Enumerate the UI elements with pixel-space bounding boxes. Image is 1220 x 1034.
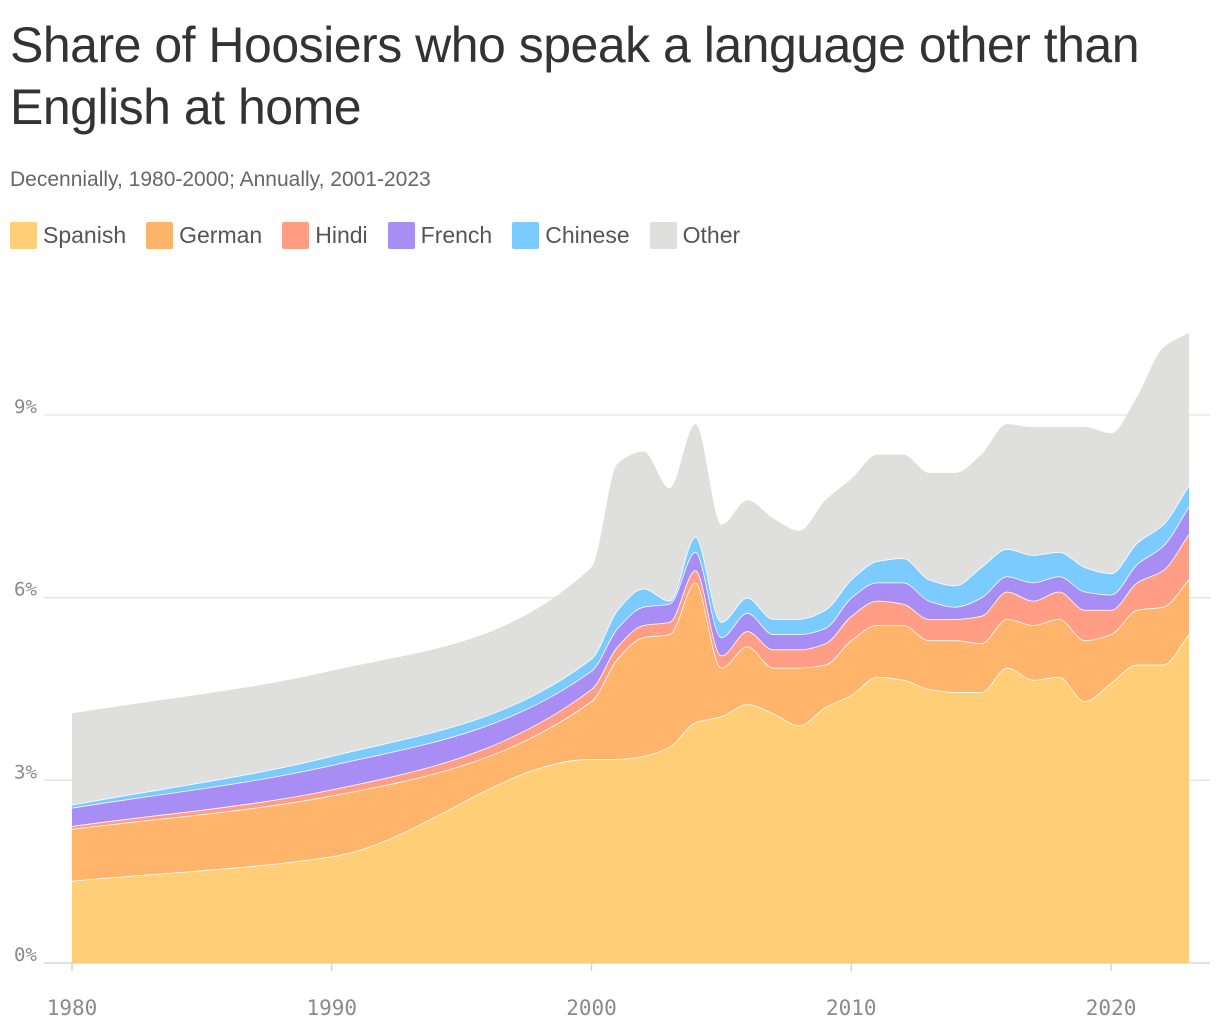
legend-item-german: German bbox=[146, 222, 262, 249]
legend-label: Hindi bbox=[315, 222, 368, 248]
y-tick-label: 0% bbox=[14, 944, 37, 966]
chart-legend: Spanish German Hindi French Chinese Other bbox=[10, 222, 760, 249]
legend-label: French bbox=[420, 222, 493, 248]
legend-item-other: Other bbox=[649, 222, 741, 249]
x-tick-label: 2000 bbox=[566, 996, 617, 1020]
legend-item-spanish: Spanish bbox=[10, 222, 126, 249]
area-chinese bbox=[72, 485, 1189, 808]
x-tick-label: 2010 bbox=[826, 996, 877, 1020]
legend-label: Other bbox=[682, 222, 741, 248]
legend-swatch bbox=[649, 222, 677, 249]
legend-swatch bbox=[387, 222, 415, 249]
chart-subtitle: Decennially, 1980-2000; Annually, 2001-2… bbox=[10, 168, 431, 191]
axis-layer: 1980 1990 2000 2010 2020 bbox=[47, 963, 1137, 1020]
legend-label: German bbox=[179, 222, 263, 248]
legend-swatch bbox=[146, 222, 174, 249]
legend-item-french: French bbox=[387, 222, 493, 249]
legend-swatch bbox=[10, 222, 37, 249]
area-layer bbox=[71, 332, 1190, 963]
chart-title: Share of Hoosiers who speak a language o… bbox=[10, 17, 1140, 135]
legend-item-chinese: Chinese bbox=[512, 222, 630, 249]
x-tick-label: 1990 bbox=[306, 996, 357, 1020]
area-french bbox=[72, 506, 1189, 826]
legend-label: Chinese bbox=[545, 222, 630, 248]
legend-swatch bbox=[512, 222, 540, 249]
legend-item-hindi: Hindi bbox=[282, 222, 368, 249]
legend-swatch bbox=[282, 222, 310, 249]
y-tick-label: 6% bbox=[14, 579, 37, 601]
x-tick-label: 2020 bbox=[1086, 996, 1137, 1020]
area-spanish bbox=[72, 634, 1189, 963]
legend-label: Spanish bbox=[43, 222, 127, 248]
y-tick-label: 9% bbox=[14, 396, 37, 418]
y-tick-label: 3% bbox=[14, 761, 37, 783]
area-other bbox=[72, 332, 1189, 805]
x-tick-label: 1980 bbox=[47, 996, 98, 1020]
area-german bbox=[72, 579, 1189, 881]
